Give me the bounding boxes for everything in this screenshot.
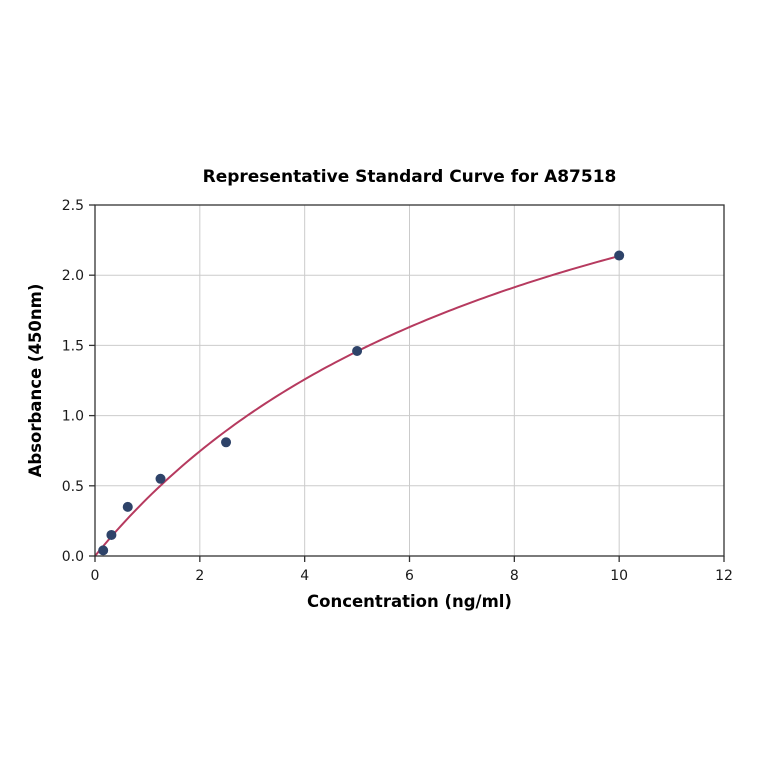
x-tick-label: 2 (195, 568, 204, 584)
axis-ticks (89, 204, 725, 562)
x-tick-label: 10 (610, 568, 628, 584)
x-tick-label: 0 (91, 568, 100, 584)
y-tick-label: 0.0 (62, 549, 84, 565)
x-tick-label: 8 (510, 568, 519, 584)
y-tick-label: 2.0 (62, 268, 84, 284)
data-point (106, 529, 117, 540)
axis-tick-labels: 0 2 4 6 8 10 12 0.0 0.5 1.0 1.5 2.0 2.5 (62, 198, 733, 584)
data-point (98, 545, 109, 556)
gridlines (94, 204, 725, 557)
data-point (155, 473, 166, 484)
data-point (122, 501, 133, 512)
y-axis-label: Absorbance (450nm) (26, 284, 45, 478)
x-tick-label: 12 (715, 568, 733, 584)
x-axis-label: Concentration (ng/ml) (307, 592, 512, 611)
data-point (221, 437, 232, 448)
y-tick-label: 0.5 (62, 479, 84, 495)
y-tick-label: 2.5 (62, 198, 84, 214)
fit-curve (94, 255, 621, 557)
x-tick-label: 6 (405, 568, 414, 584)
chart-title: Representative Standard Curve for A87518 (203, 167, 617, 187)
data-point (614, 250, 625, 261)
data-point (352, 346, 363, 357)
y-tick-label: 1.5 (62, 338, 84, 354)
y-tick-label: 1.0 (62, 409, 84, 425)
fit-curve-layer (94, 255, 621, 557)
data-points-layer (98, 250, 625, 556)
x-tick-label: 4 (300, 568, 309, 584)
